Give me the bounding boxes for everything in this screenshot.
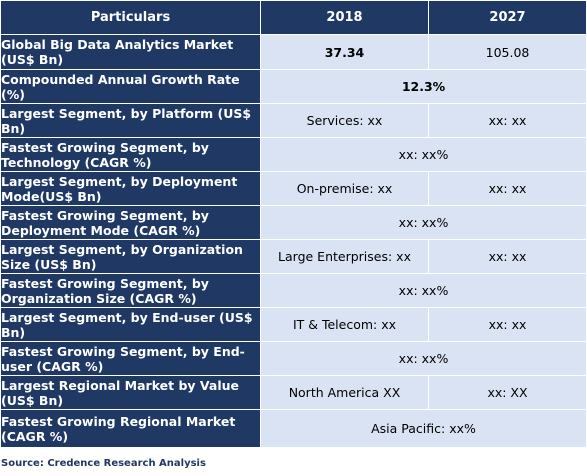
merged-value: xx: xx% xyxy=(260,205,587,240)
table-body: Global Big Data Analytics Market (US$ Bn… xyxy=(0,34,587,448)
value-2018: Large Enterprises: xx xyxy=(260,239,429,274)
row-label: Fastest Growing Segment, by Technology (… xyxy=(0,137,261,172)
table-row: Fastest Growing Regional Market (CAGR %)… xyxy=(0,409,587,448)
merged-value: xx: xx% xyxy=(260,273,587,308)
value-2027: xx: xx xyxy=(428,239,587,274)
table-row: Fastest Growing Segment, by Technology (… xyxy=(0,137,587,172)
row-label: Largest Segment, by Organization Size (U… xyxy=(0,239,261,274)
header-particulars: Particulars xyxy=(0,0,261,35)
value-2027: 105.08 xyxy=(428,34,587,70)
row-label: Global Big Data Analytics Market (US$ Bn… xyxy=(0,34,261,70)
row-label: Largest Regional Market by Value (US$ Bn… xyxy=(0,375,261,410)
table-row: Global Big Data Analytics Market (US$ Bn… xyxy=(0,34,587,70)
row-label: Largest Segment, by Platform (US$ Bn) xyxy=(0,103,261,138)
row-label: Fastest Growing Segment, by Organization… xyxy=(0,273,261,308)
merged-value: xx: xx% xyxy=(260,137,587,172)
table-row: Largest Segment, by Deployment Mode(US$ … xyxy=(0,171,587,206)
table-row: Fastest Growing Segment, by Deployment M… xyxy=(0,205,587,240)
merged-value: 12.3% xyxy=(260,69,587,104)
merged-value: xx: xx% xyxy=(260,341,587,376)
table-row: Fastest Growing Segment, by End-user (CA… xyxy=(0,341,587,376)
row-label: Largest Segment, by Deployment Mode(US$ … xyxy=(0,171,261,206)
value-2018: On-premise: xx xyxy=(260,171,429,206)
row-label: Largest Segment, by End-user (US$ Bn) xyxy=(0,307,261,342)
value-2027: xx: xx xyxy=(428,171,587,206)
source-caption: Source: Credence Research Analysis xyxy=(1,458,206,469)
row-label: Fastest Growing Regional Market (CAGR %) xyxy=(0,409,261,448)
row-label: Compounded Annual Growth Rate (%) xyxy=(0,69,261,104)
merged-value: Asia Pacific: xx% xyxy=(260,409,587,448)
value-2018: IT & Telecom: xx xyxy=(260,307,429,342)
row-label: Fastest Growing Segment, by Deployment M… xyxy=(0,205,261,240)
market-summary-table: Particulars 2018 2027 Global Big Data An… xyxy=(0,0,587,448)
header-2027: 2027 xyxy=(428,0,587,35)
value-2027: xx: xx xyxy=(428,103,587,138)
table-row: Largest Regional Market by Value (US$ Bn… xyxy=(0,375,587,410)
table-header: Particulars 2018 2027 xyxy=(0,0,587,35)
table-row: Largest Segment, by Platform (US$ Bn) Se… xyxy=(0,103,587,138)
table-row: Largest Segment, by End-user (US$ Bn) IT… xyxy=(0,307,587,342)
table-row: Compounded Annual Growth Rate (%) 12.3% xyxy=(0,69,587,104)
value-2018: North America XX xyxy=(260,375,429,410)
row-label: Fastest Growing Segment, by End-user (CA… xyxy=(0,341,261,376)
value-2027: xx: xx xyxy=(428,307,587,342)
value-2018: 37.34 xyxy=(260,34,429,70)
header-2018: 2018 xyxy=(260,0,429,35)
table-row: Largest Segment, by Organization Size (U… xyxy=(0,239,587,274)
value-2018: Services: xx xyxy=(260,103,429,138)
table-row: Fastest Growing Segment, by Organization… xyxy=(0,273,587,308)
value-2027: xx: XX xyxy=(428,375,587,410)
